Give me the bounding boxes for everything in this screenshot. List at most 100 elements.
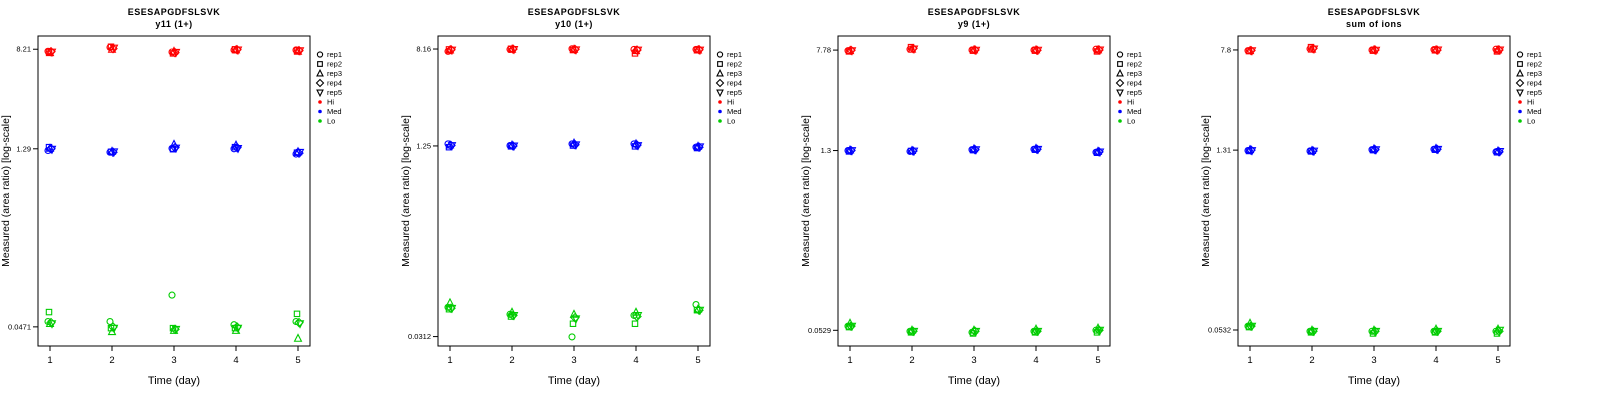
data-point-lo-rep3 bbox=[293, 333, 303, 342]
legend-label-rep3: rep3 bbox=[327, 69, 342, 78]
data-point-lo-rep5 bbox=[233, 324, 243, 334]
legend-marker-rep1 bbox=[716, 51, 724, 58]
x-tick-label: 1 bbox=[447, 355, 452, 366]
legend-marker-hi bbox=[1118, 100, 1122, 104]
legend-label-rep2: rep2 bbox=[1527, 60, 1542, 69]
data-point-med-rep4 bbox=[446, 140, 456, 151]
legend-label-rep5: rep5 bbox=[1527, 88, 1542, 97]
panel-title: ESESAPGDFSLSVK bbox=[128, 7, 221, 17]
data-point-lo-rep5 bbox=[447, 304, 457, 314]
data-point-med-rep5 bbox=[1247, 147, 1257, 156]
data-point-med-rep5 bbox=[1309, 147, 1319, 157]
panel-svg-y11-1: ESESAPGDFSLSVK y11 (1+) 1 2 3 4 5 Time (day) Mea… bbox=[0, 7, 342, 387]
x-tick-label: 3 bbox=[971, 355, 976, 366]
data-point-med-rep5 bbox=[695, 143, 705, 152]
y-tick-label: 0.0471 bbox=[8, 322, 31, 331]
data-point-lo-rep1 bbox=[168, 291, 176, 299]
data-point-med-rep5 bbox=[1433, 145, 1443, 155]
x-tick-label: 2 bbox=[1309, 355, 1314, 366]
data-point-lo-rep1 bbox=[444, 303, 452, 311]
data-point-med-rep5 bbox=[171, 144, 181, 154]
x-tick-label: 4 bbox=[1433, 355, 1438, 366]
x-axis-label: Time (day) bbox=[1348, 375, 1400, 387]
data-point-hi-rep5 bbox=[1309, 45, 1319, 54]
legend-marker-lo bbox=[1518, 119, 1522, 123]
panel-title: ESESAPGDFSLSVK bbox=[528, 7, 621, 17]
x-tick-label: 1 bbox=[47, 355, 52, 366]
chart-panel-y9-1: ESESAPGDFSLSVK y9 (1+) 1 2 3 4 5 Time (day) Meas… bbox=[800, 0, 1200, 400]
legend-label-med: Med bbox=[1127, 107, 1142, 116]
data-point-lo-rep2 bbox=[569, 320, 577, 327]
data-point-med-rep1 bbox=[568, 140, 576, 148]
data-point-lo-rep4 bbox=[170, 324, 180, 335]
data-point-med-rep4 bbox=[1246, 145, 1256, 155]
legend-label-rep4: rep4 bbox=[1127, 79, 1142, 88]
x-tick-label: 3 bbox=[571, 355, 576, 366]
legend-label-rep2: rep2 bbox=[327, 60, 342, 69]
panel-subtitle: y9 (1+) bbox=[958, 19, 990, 29]
data-point-lo-rep4 bbox=[1032, 326, 1042, 337]
data-point-lo-rep2 bbox=[45, 308, 53, 316]
data-point-hi-rep4 bbox=[508, 44, 518, 54]
data-point-hi-rep5 bbox=[847, 47, 857, 56]
legend-marker-rep5 bbox=[716, 89, 724, 98]
data-point-lo-rep5 bbox=[633, 312, 643, 321]
legend-marker-rep2 bbox=[717, 61, 723, 67]
data-point-med-rep5 bbox=[1033, 145, 1043, 155]
points-layer bbox=[1244, 43, 1505, 337]
legend-label-rep2: rep2 bbox=[1127, 60, 1142, 69]
data-point-hi-rep5 bbox=[447, 46, 457, 56]
data-point-hi-rep4 bbox=[1370, 45, 1380, 55]
data-point-lo-rep4 bbox=[694, 305, 704, 316]
data-point-hi-rep4 bbox=[908, 43, 918, 54]
data-point-lo-rep5 bbox=[971, 327, 981, 337]
data-point-lo-rep4 bbox=[970, 326, 980, 337]
legend-label-hi: Hi bbox=[727, 98, 734, 107]
data-point-hi-rep4 bbox=[294, 45, 304, 56]
legend-marker-lo bbox=[718, 119, 722, 123]
legend-label-rep1: rep1 bbox=[1527, 50, 1542, 59]
y-tick-label: 0.0532 bbox=[1208, 325, 1231, 334]
y-axis-label: Measured (area ratio) [log-scale] bbox=[800, 115, 812, 267]
panel-svg-sum-of-ions: ESESAPGDFSLSVK sum of ions 1 2 3 4 5 Time (day)… bbox=[1200, 7, 1542, 387]
data-point-med-rep5 bbox=[1371, 146, 1381, 155]
data-point-hi-rep2 bbox=[107, 43, 115, 50]
data-point-med-rep4 bbox=[170, 142, 180, 153]
x-axis-label: Time (day) bbox=[948, 375, 1000, 387]
data-point-lo-rep4 bbox=[846, 321, 856, 331]
legend-label-rep1: rep1 bbox=[727, 50, 742, 59]
data-point-lo-rep1 bbox=[292, 317, 300, 326]
legend-marker-rep5 bbox=[1516, 89, 1524, 98]
data-point-lo-rep5 bbox=[571, 315, 581, 324]
panel-svg-y9-1: ESESAPGDFSLSVK y9 (1+) 1 2 3 4 5 Time (day) Meas… bbox=[800, 7, 1142, 387]
legend-label-rep4: rep4 bbox=[1527, 79, 1542, 88]
data-point-med-rep4 bbox=[908, 146, 918, 156]
legend-label-rep4: rep4 bbox=[727, 79, 742, 88]
plot-box bbox=[37, 35, 311, 347]
data-point-med-rep4 bbox=[46, 143, 56, 154]
legend-label-rep3: rep3 bbox=[1127, 69, 1142, 78]
data-point-med-rep4 bbox=[1370, 144, 1380, 155]
data-point-med-rep4 bbox=[632, 140, 642, 150]
data-point-hi-rep5 bbox=[909, 45, 919, 54]
x-tick-label: 2 bbox=[509, 355, 514, 366]
data-point-lo-rep4 bbox=[1094, 325, 1104, 336]
legend-marker-rep4 bbox=[315, 78, 325, 88]
chart-panel-y10-1: ESESAPGDFSLSVK y10 (1+) 1 2 3 4 5 Time (day) Mea… bbox=[400, 0, 800, 400]
data-point-med-rep3 bbox=[569, 138, 579, 147]
data-point-lo-rep4 bbox=[446, 303, 456, 314]
data-point-med-rep4 bbox=[694, 142, 704, 153]
data-point-lo-rep5 bbox=[847, 322, 857, 332]
panel-title: ESESAPGDFSLSVK bbox=[928, 7, 1021, 17]
data-point-lo-rep2 bbox=[631, 320, 639, 327]
data-point-med-rep4 bbox=[1308, 146, 1318, 156]
legend-label-rep5: rep5 bbox=[327, 88, 342, 97]
y-tick-label: 1.3 bbox=[821, 146, 831, 155]
legend-label-rep5: rep5 bbox=[727, 88, 742, 97]
legend-label-rep4: rep4 bbox=[327, 79, 342, 88]
y-axis-label: Measured (area ratio) [log-scale] bbox=[1200, 115, 1212, 267]
data-point-lo-rep4 bbox=[1432, 326, 1442, 337]
chart-panel-y11-1: ESESAPGDFSLSVK y11 (1+) 1 2 3 4 5 Time (day) Mea… bbox=[0, 0, 400, 400]
legend-marker-rep2 bbox=[317, 61, 323, 67]
x-tick-label: 3 bbox=[1371, 355, 1376, 366]
